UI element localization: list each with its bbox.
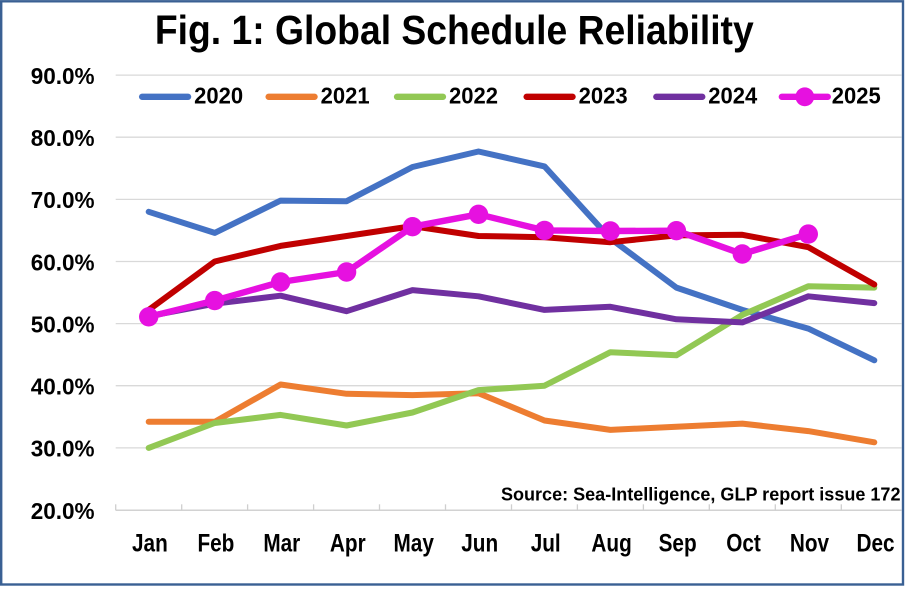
svg-text:Feb: Feb bbox=[197, 529, 234, 557]
svg-text:40.0%: 40.0% bbox=[31, 373, 95, 399]
svg-text:Aug: Aug bbox=[591, 529, 631, 557]
svg-text:May: May bbox=[394, 529, 435, 557]
svg-text:Jan: Jan bbox=[132, 529, 168, 557]
svg-text:Oct: Oct bbox=[726, 529, 761, 557]
svg-text:2025: 2025 bbox=[832, 82, 881, 109]
svg-text:2020: 2020 bbox=[194, 82, 243, 109]
svg-text:Dec: Dec bbox=[856, 529, 894, 557]
svg-text:Source: Sea-Intelligence, GLP: Source: Sea-Intelligence, GLP report iss… bbox=[501, 483, 901, 504]
svg-text:20.0%: 20.0% bbox=[31, 498, 95, 524]
svg-text:50.0%: 50.0% bbox=[31, 311, 95, 337]
svg-text:2024: 2024 bbox=[708, 82, 757, 109]
svg-text:Jun: Jun bbox=[461, 529, 498, 557]
svg-text:Mar: Mar bbox=[263, 529, 300, 557]
svg-text:60.0%: 60.0% bbox=[31, 249, 95, 275]
svg-text:Jul: Jul bbox=[531, 529, 561, 557]
svg-text:Sep: Sep bbox=[659, 529, 697, 557]
svg-text:2023: 2023 bbox=[579, 82, 628, 109]
svg-text:80.0%: 80.0% bbox=[31, 125, 95, 151]
svg-text:90.0%: 90.0% bbox=[31, 63, 95, 89]
svg-text:2022: 2022 bbox=[449, 82, 498, 109]
svg-text:Fig. 1: Global Schedule Reliab: Fig. 1: Global Schedule Reliability bbox=[155, 9, 754, 54]
svg-text:Nov: Nov bbox=[790, 529, 829, 557]
svg-text:30.0%: 30.0% bbox=[31, 435, 95, 461]
svg-text:70.0%: 70.0% bbox=[31, 187, 95, 213]
svg-text:2021: 2021 bbox=[321, 82, 370, 109]
svg-text:Apr: Apr bbox=[330, 529, 366, 557]
